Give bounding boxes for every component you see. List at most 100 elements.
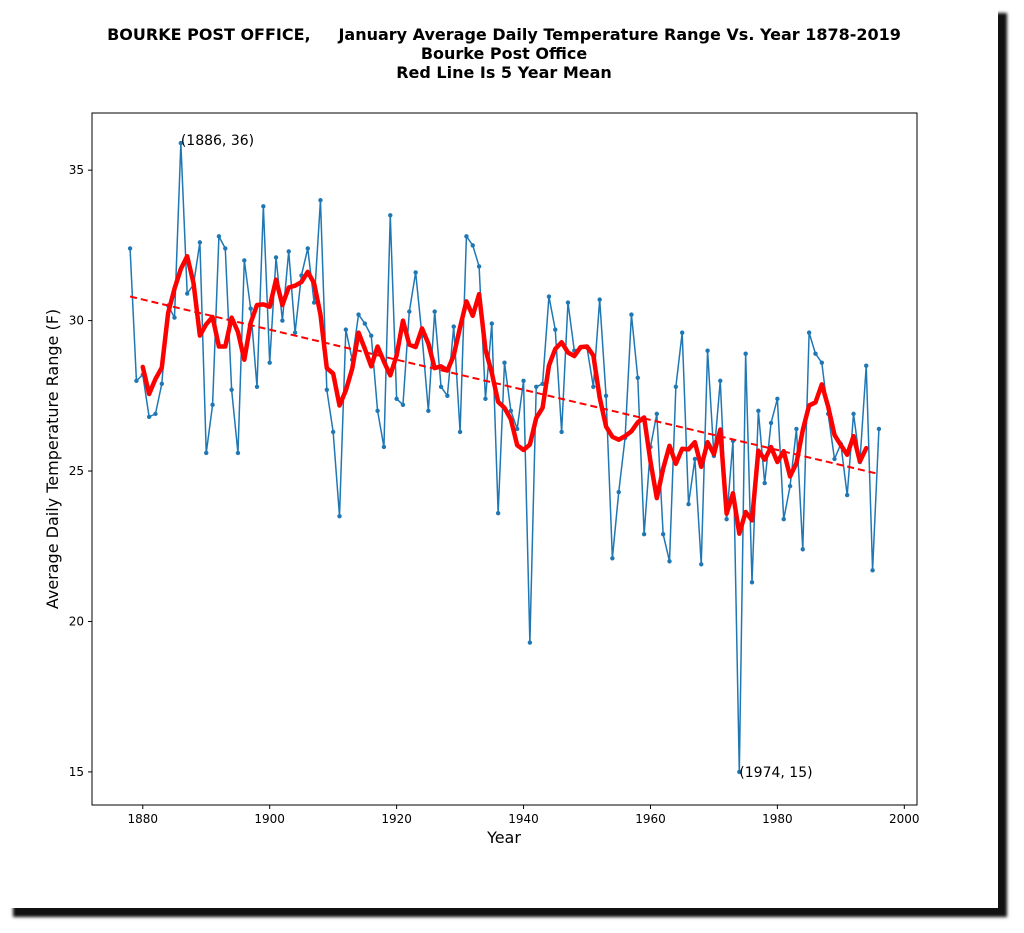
x-tick-label: 1900 [254,812,285,826]
data-point [305,246,310,251]
data-point [362,321,368,326]
data-point [204,450,209,456]
data-point [521,378,526,383]
chart-subtitle: Bourke Post Office [421,44,587,63]
x-tick-label: 1880 [127,812,158,826]
data-point [692,456,698,462]
data-point [794,426,799,432]
data-point [343,327,349,332]
data-point [603,393,609,399]
data-point [870,568,875,573]
data-point [699,562,704,567]
data-point [616,489,621,495]
data-point [178,140,184,146]
data-point [159,381,165,386]
data-point [591,384,596,389]
data-point [426,408,431,414]
data-point [248,306,253,311]
data-point [292,330,298,335]
data-point [445,393,450,399]
chart-subtitle: Red Line Is 5 Year Mean [396,63,612,82]
data-point [705,348,710,353]
y-tick-label: 25 [69,464,84,478]
data-point [502,360,507,365]
data-point [534,384,539,389]
data-point [280,318,285,323]
data-point [242,258,247,263]
data-point [565,300,571,305]
data-point [407,309,412,314]
data-point [559,429,564,435]
data-point [806,330,812,335]
data-point [311,300,317,305]
data-point [718,378,723,383]
data-point [679,330,685,335]
y-tick-label: 30 [69,314,84,328]
data-point [134,378,139,383]
data-point [819,360,825,365]
data-point [267,360,272,365]
data-point [800,547,805,552]
data-point [235,450,241,456]
plot-frame [91,112,918,806]
data-point [749,580,755,585]
data-point [146,414,152,420]
data-point [324,387,330,392]
data-point [775,396,780,402]
data-point [635,375,640,380]
data-point [438,384,444,389]
data-point [832,456,837,462]
data-point [851,411,856,417]
data-point [337,513,342,519]
data-point [197,240,203,245]
data-point [768,420,774,426]
data-point [629,312,634,317]
data-point [223,246,228,251]
x-tick-label: 1960 [635,812,666,826]
data-point [394,396,399,402]
data-point [660,532,666,537]
data-point [483,396,488,402]
data-point [318,198,323,203]
data-point [737,769,742,775]
data-point [540,381,545,386]
data-point [610,556,615,561]
data-point [876,426,882,432]
data-point [381,444,387,450]
data-point [413,270,418,275]
data-point [375,408,380,414]
data-point [686,501,691,507]
data-point [756,408,761,414]
data-point [261,204,266,209]
data-point [273,255,279,260]
data-point [210,402,215,408]
data-point [400,402,406,408]
data-point [254,384,260,389]
data-point [432,309,437,314]
data-point [229,387,234,392]
annotation: (1974, 15) [739,765,812,781]
data-point [724,516,729,522]
data-point [127,246,133,251]
data-point [787,483,793,489]
data-point [476,264,482,269]
data-point [508,408,514,414]
data-point [654,411,660,417]
data-point [546,294,552,299]
x-tick-label: 1980 [762,812,793,826]
data-point [286,249,291,254]
data-point [489,321,495,326]
x-tick-label: 2000 [889,812,920,826]
data-point [451,324,456,329]
data-point [667,559,672,564]
trend-line [129,295,880,476]
data-point [527,640,533,645]
data-point [641,532,647,537]
data-point [457,429,463,435]
data-point [673,384,679,389]
data-point [743,351,748,356]
data-point [356,312,361,317]
x-tick-label: 1940 [508,812,539,826]
